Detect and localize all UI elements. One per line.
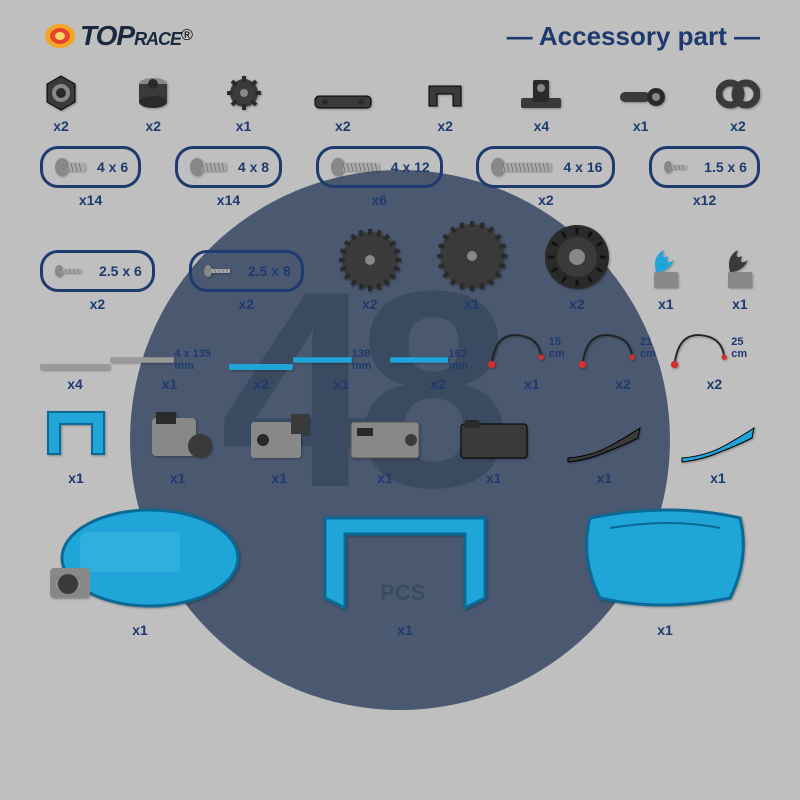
screw-item: 4 x 8x14 — [175, 146, 282, 208]
part-item: x2 — [40, 72, 82, 134]
row-1: x2 x2 x1 x2 x2 x4 x1 x2 — [40, 72, 760, 134]
part-item: x2 — [229, 362, 293, 392]
part-item: x1 — [570, 498, 760, 638]
qty-label: x2 — [730, 118, 746, 134]
qty-label: x1 — [162, 376, 178, 392]
rod-label: 4 x 135 mm — [174, 348, 229, 372]
qty-label: x1 — [377, 470, 393, 486]
part-item: x2 — [132, 72, 174, 134]
part-item: 4 x 135 mm x1 — [110, 348, 229, 392]
qty-label: x2 — [437, 118, 453, 134]
screw-item: 2.5 x 8x2 — [189, 250, 304, 312]
row-5: x1 x1 x1 x1 x1 x1 x1 — [40, 404, 760, 486]
rod-label: 15 cm — [549, 336, 578, 360]
qty-label: x2 — [362, 296, 378, 312]
header: TOPRACE ® — Accessory part — — [40, 20, 760, 52]
qty-label: x2 — [335, 118, 351, 134]
flame-icon — [40, 21, 80, 51]
screw-pill: 4 x 16 — [476, 146, 615, 188]
qty-label: x2 — [145, 118, 161, 134]
part-item: x4 — [517, 74, 565, 134]
screw-item: 1.5 x 6x12 — [649, 146, 760, 208]
part-item: x1 — [616, 78, 666, 134]
qty-label: x2 — [430, 376, 446, 392]
qty-label: x1 — [333, 376, 349, 392]
part-item: x1 — [243, 404, 315, 486]
row-4: x44 x 135 mmx1x2138 mmx1162 mmx215 cmx12… — [40, 324, 760, 392]
row-3: 2.5 x 6x2 2.5 x 8x2 x2 x1 x2 x1 x1 — [40, 220, 760, 312]
part-item: x1 — [225, 72, 263, 134]
screw-item: 4 x 12x6 — [316, 146, 443, 208]
logo-text: TOPRACE — [80, 20, 181, 52]
row-6: x1 x1 x1 — [40, 498, 760, 638]
qty-label: x4 — [67, 376, 83, 392]
page-title: — Accessory part — — [507, 21, 760, 52]
part-item: x1 — [455, 414, 533, 486]
part-item: x1 — [436, 220, 508, 312]
part-item: x1 — [40, 404, 112, 486]
qty-label: x2 — [53, 118, 69, 134]
rod-label: 162 mm — [448, 348, 486, 372]
row-2: 4 x 6x14 4 x 8x14 4 x 12x6 4 x 16x2 1.5 x 6x… — [40, 146, 760, 208]
qty-label: x1 — [710, 470, 726, 486]
qty-label: x1 — [170, 470, 186, 486]
qty-label: x1 — [657, 622, 673, 638]
registered-icon: ® — [181, 27, 193, 45]
part-item: x2 — [716, 74, 760, 134]
qty-label: x1 — [464, 296, 480, 312]
screw-item: 4 x 6x14 — [40, 146, 141, 208]
screw-pill: 4 x 6 — [40, 146, 141, 188]
part-item: x1 — [562, 422, 646, 486]
qty-label: x1 — [524, 376, 540, 392]
logo: TOPRACE ® — [40, 20, 193, 52]
qty-label: x1 — [596, 470, 612, 486]
screw-item: 2.5 x 6x2 — [40, 250, 155, 312]
part-item: x1 — [40, 498, 240, 638]
part-item: x2 — [423, 78, 467, 134]
screw-pill: 4 x 8 — [175, 146, 282, 188]
qty-label: x4 — [534, 118, 550, 134]
part-item: 162 mmx2 — [390, 348, 487, 392]
qty-label: x1 — [132, 622, 148, 638]
qty-label: x1 — [732, 296, 748, 312]
qty-label: x1 — [397, 622, 413, 638]
qty-label: x2 — [569, 296, 585, 312]
part-item: 25 cm x2 — [669, 324, 760, 392]
part-item: 21 cm x2 — [577, 324, 668, 392]
part-item: x2 — [313, 90, 373, 134]
rod-label: 21 cm — [640, 336, 669, 360]
part-item: x4 — [40, 362, 110, 392]
qty-label: x1 — [68, 470, 84, 486]
part-item: x2 — [542, 222, 612, 312]
part-item: 15 cm x1 — [486, 324, 577, 392]
qty-label: x2 — [707, 376, 723, 392]
qty-label: x1 — [236, 118, 252, 134]
part-item: x1 — [720, 242, 760, 312]
rod-label: 25 cm — [731, 336, 760, 360]
part-item: x2 — [338, 228, 402, 312]
part-item: x1 — [345, 410, 425, 486]
part-item: x1 — [646, 242, 686, 312]
qty-label: x1 — [658, 296, 674, 312]
qty-label: x1 — [272, 470, 288, 486]
qty-label: x2 — [615, 376, 631, 392]
rod-label: 138 mm — [352, 348, 390, 372]
screw-pill: 1.5 x 6 — [649, 146, 760, 188]
qty-label: x2 — [253, 376, 269, 392]
qty-label: x1 — [486, 470, 502, 486]
screw-item: 4 x 16x2 — [476, 146, 615, 208]
qty-label: x1 — [633, 118, 649, 134]
screw-pill: 4 x 12 — [316, 146, 443, 188]
part-item: x1 — [142, 404, 214, 486]
part-item: 138 mmx1 — [293, 348, 390, 392]
part-item: x1 — [676, 422, 760, 486]
part-item: x1 — [305, 498, 505, 638]
